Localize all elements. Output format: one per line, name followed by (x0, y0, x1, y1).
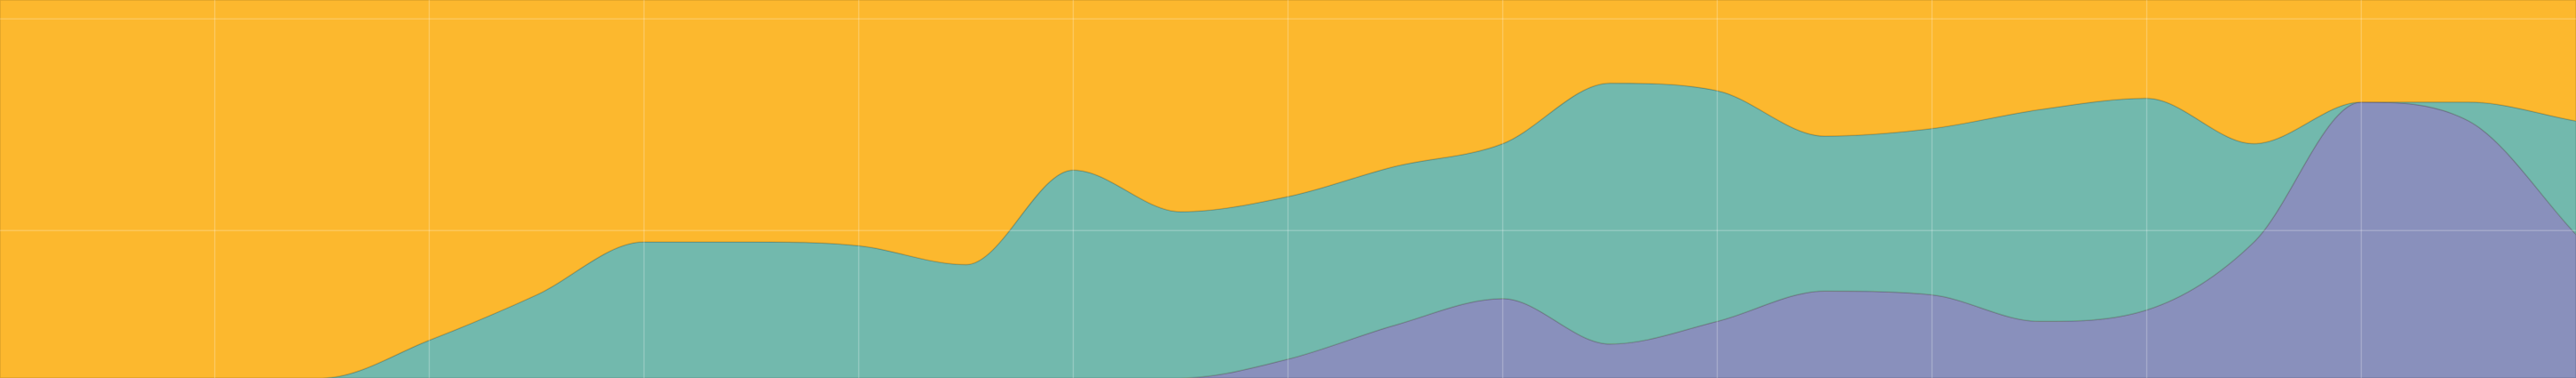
stacked-area-chart (0, 0, 2576, 378)
chart-canvas (0, 0, 2576, 378)
area-series-1 (0, 0, 2576, 378)
area-layer (0, 0, 2576, 378)
grid-layer (0, 0, 2576, 378)
